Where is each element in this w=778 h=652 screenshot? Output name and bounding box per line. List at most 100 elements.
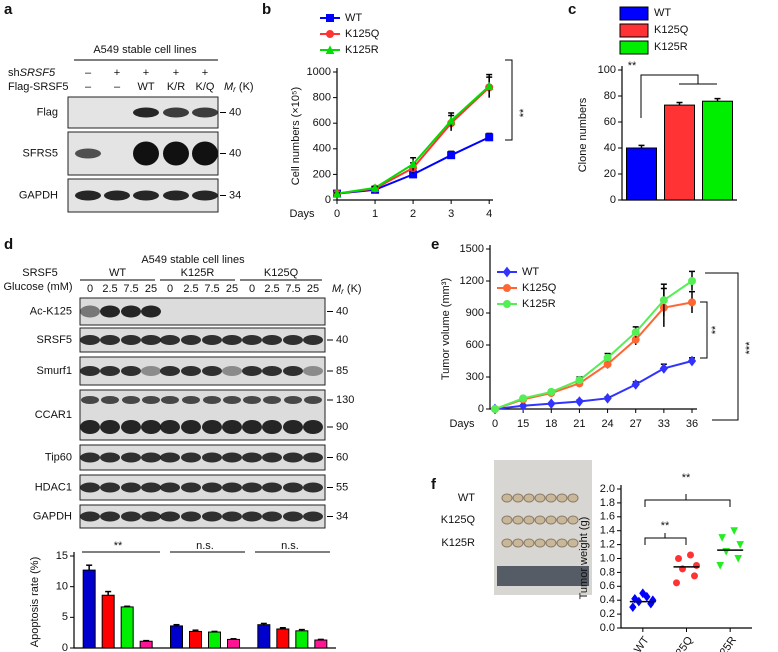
blot-band xyxy=(222,366,242,376)
series-line xyxy=(494,301,693,410)
y-tick-label: 400 xyxy=(313,143,331,155)
blot-band xyxy=(203,396,221,404)
blot-band xyxy=(80,482,100,493)
y-tick-label: 1500 xyxy=(460,243,484,255)
glucose-value: 2.5 xyxy=(183,283,198,295)
panel-label: c xyxy=(568,1,576,18)
tumor xyxy=(567,515,579,525)
blot-band xyxy=(163,141,189,166)
panel-label: a xyxy=(4,1,13,18)
blot-band xyxy=(182,396,200,404)
blot-band xyxy=(181,366,201,376)
blot-band xyxy=(202,482,222,493)
y-tick-label: 0.8 xyxy=(600,566,615,578)
sh-value: – xyxy=(85,67,92,79)
blot-row-label: Flag xyxy=(37,106,58,118)
mw-label: 40 xyxy=(336,334,348,346)
blot-band xyxy=(160,366,180,376)
marker xyxy=(408,159,418,169)
bar xyxy=(295,630,309,649)
y-tick-label: 0.0 xyxy=(600,622,615,634)
blot-band xyxy=(222,420,242,434)
sh-gene: SRSF5 xyxy=(20,67,56,79)
marker xyxy=(718,534,726,542)
mw-label: 40 xyxy=(229,106,241,118)
blot-band xyxy=(284,396,302,404)
y-tick-label: 1200 xyxy=(460,275,484,287)
blot-band xyxy=(303,335,323,345)
legend-label: K125Q xyxy=(522,282,557,294)
mw-label: 40 xyxy=(336,305,348,317)
panel-label: e xyxy=(431,236,439,253)
legend-label: WT xyxy=(654,7,671,19)
bar xyxy=(227,638,240,649)
marker xyxy=(691,572,698,580)
marker xyxy=(687,551,694,559)
axis xyxy=(620,485,752,629)
glucose-value: 7.5 xyxy=(204,283,219,295)
marker xyxy=(503,284,511,292)
blot-band xyxy=(303,420,323,434)
y-tick-label: 1000 xyxy=(307,66,331,78)
glucose-value: 25 xyxy=(145,283,157,295)
blot-band xyxy=(160,482,180,493)
glucose-value: 0 xyxy=(87,283,93,295)
marker xyxy=(446,116,456,125)
mw-label: 40 xyxy=(229,147,241,159)
blot-band xyxy=(100,452,120,463)
blot-band xyxy=(122,396,140,404)
y-axis-title: Tumor volume (mm³) xyxy=(440,278,452,380)
group-label: K125Q xyxy=(264,267,299,279)
series-line xyxy=(494,360,693,410)
y-axis-title: Clone numbers xyxy=(577,97,589,172)
x-tick-label: 0 xyxy=(334,208,340,220)
blot-band xyxy=(121,420,141,434)
x-tick-label: WT xyxy=(632,634,652,652)
blot-band xyxy=(283,335,303,345)
marker xyxy=(484,81,494,91)
blot-band xyxy=(262,335,282,345)
tumor xyxy=(501,515,513,525)
panel-label: d xyxy=(4,236,13,253)
blot-band xyxy=(202,452,222,463)
legend-label: K125R xyxy=(522,298,556,310)
x-tick-label: K125R xyxy=(710,634,739,652)
marker xyxy=(325,45,335,54)
blot-band xyxy=(101,396,119,404)
tumor xyxy=(556,538,568,548)
series-line xyxy=(494,280,693,410)
blot-band xyxy=(104,190,130,201)
x-tick-label: 4 xyxy=(486,208,492,220)
glucose-value: 25 xyxy=(307,283,319,295)
marker xyxy=(659,296,668,305)
flag-value: K/R xyxy=(167,81,185,93)
mw-label: 34 xyxy=(336,510,348,522)
bar xyxy=(139,640,153,649)
legend-swatch xyxy=(619,23,649,38)
blot-band xyxy=(121,366,141,376)
blot-band xyxy=(262,511,282,522)
blot-band xyxy=(181,482,201,493)
bar xyxy=(314,639,328,649)
blot-band xyxy=(81,396,99,404)
y-tick-label: 600 xyxy=(466,339,484,351)
marker xyxy=(675,555,682,562)
annotation: *** xyxy=(744,341,756,355)
y-tick-label: 200 xyxy=(313,168,331,180)
blot-band xyxy=(160,452,180,463)
blot-header: A549 stable cell lines xyxy=(93,44,197,56)
mr-unit: (K) xyxy=(236,81,254,93)
blot-band xyxy=(121,305,141,318)
marker xyxy=(503,300,511,308)
x-axis-title: Days xyxy=(289,208,315,220)
y-tick-label: 40 xyxy=(604,142,616,154)
sh-value: + xyxy=(202,67,208,79)
y-tick-label: 0 xyxy=(610,194,616,206)
marker xyxy=(603,353,612,362)
tumor xyxy=(545,493,557,503)
blot-header: A549 stable cell lines xyxy=(141,254,245,266)
blot-band xyxy=(303,366,323,376)
bracket xyxy=(644,499,731,507)
blot-band xyxy=(283,420,303,434)
blot-band xyxy=(223,396,241,404)
